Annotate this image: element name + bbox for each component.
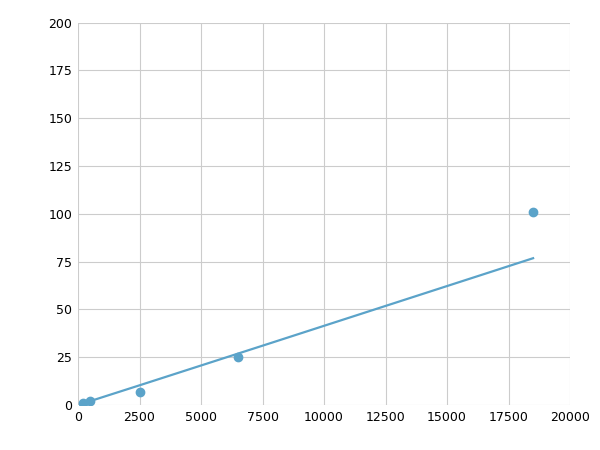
- Point: [85, 398, 95, 405]
- Point: [233, 354, 242, 361]
- Point: [134, 388, 145, 395]
- Point: [529, 208, 538, 216]
- Point: [78, 400, 88, 407]
